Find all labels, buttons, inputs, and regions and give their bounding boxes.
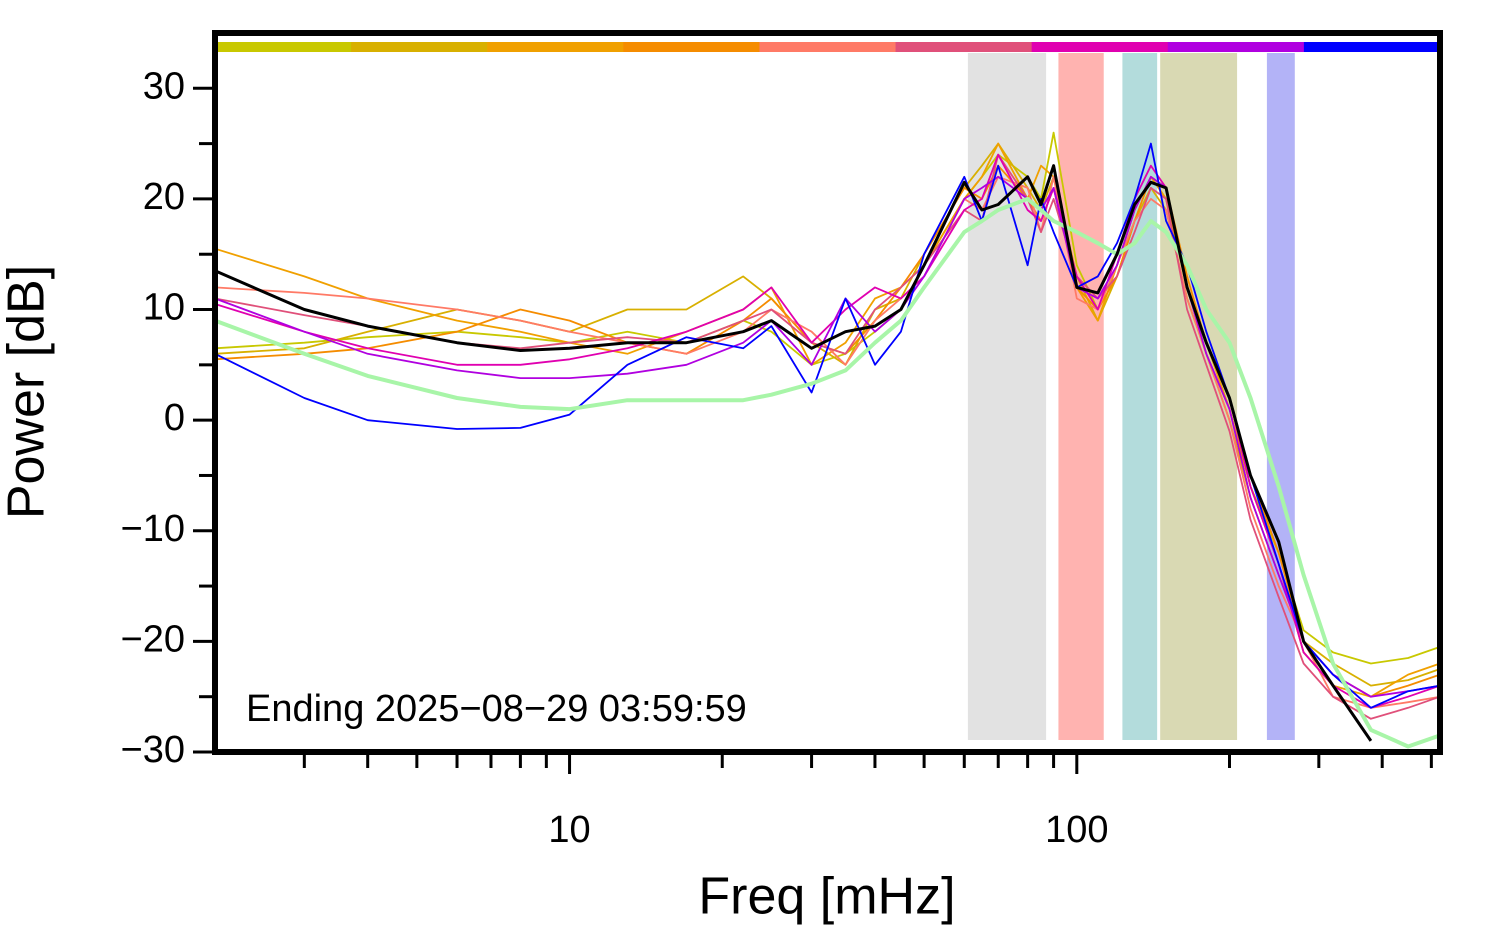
y-tick-label: 0	[164, 397, 185, 439]
color-bar-segment	[215, 42, 352, 52]
x-tick-label: 100	[1045, 809, 1108, 851]
y-axis-label: Power [dB]	[0, 265, 56, 519]
bands	[967, 53, 1295, 740]
color-bar-segment	[623, 42, 760, 52]
y-tick-label: 20	[143, 176, 185, 218]
series-line	[214, 142, 1441, 709]
color-bar-segment	[895, 42, 1033, 52]
plot-frame	[212, 30, 1443, 755]
y-tick-label: 30	[143, 65, 185, 107]
band	[1266, 53, 1295, 740]
y-tick-label: −10	[121, 508, 185, 550]
y-tick-label: −30	[121, 729, 185, 771]
color-bar	[215, 42, 1441, 52]
color-bar-segment	[351, 42, 488, 52]
series-line	[214, 164, 1373, 742]
x-axis-label: Freq [mHz]	[698, 868, 955, 926]
y-tick-label: 10	[143, 287, 185, 329]
color-bar-segment	[1167, 42, 1305, 52]
x-tick-label: 10	[548, 809, 590, 851]
color-bar-segment	[759, 42, 897, 52]
color-bar-segment	[487, 42, 624, 52]
band	[1122, 53, 1158, 740]
series-line	[214, 164, 1441, 698]
annotation: Ending 2025−08−29 03:59:59	[246, 688, 747, 730]
y-tick-label: −20	[121, 618, 185, 660]
series-line	[214, 153, 1441, 720]
band	[1058, 53, 1104, 740]
series-line	[214, 131, 1441, 665]
lines	[214, 131, 1441, 749]
series-line	[214, 153, 1441, 709]
series-line	[214, 196, 1441, 749]
series-line	[214, 175, 1441, 709]
series-line	[214, 175, 1441, 698]
color-bar-segment	[1031, 42, 1169, 52]
axes: 10 100 −30 −20 −10 0 10 20 30	[121, 65, 1433, 851]
color-bar-segment	[1303, 42, 1441, 52]
